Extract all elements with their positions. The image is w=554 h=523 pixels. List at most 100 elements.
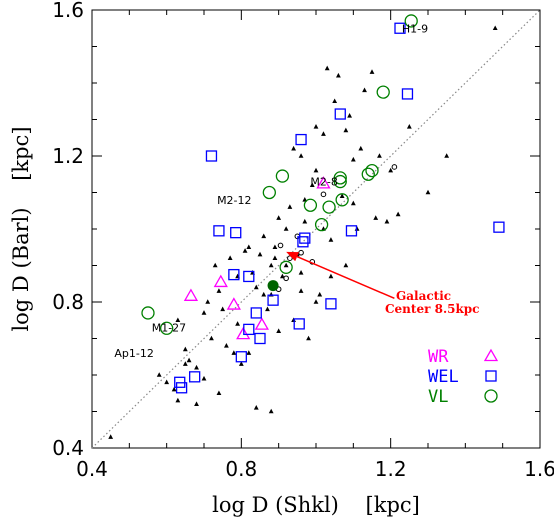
other-point <box>283 262 289 268</box>
other-point <box>175 397 181 403</box>
y-tick-label: 1.2 <box>52 144 84 168</box>
other-point <box>324 65 330 71</box>
axis-ticks <box>91 9 541 449</box>
wel-point <box>401 88 414 100</box>
other-point <box>373 215 379 220</box>
other-point <box>298 153 304 158</box>
wel-point <box>230 226 242 239</box>
other-point <box>201 375 207 381</box>
wel-point <box>175 382 188 394</box>
other-point <box>298 288 304 293</box>
data-points <box>108 14 505 439</box>
x-axis-title: log D (Shkl) [kpc] <box>212 493 420 517</box>
other-point <box>395 211 401 217</box>
other-point <box>276 328 282 333</box>
wel-point <box>243 323 255 336</box>
y-tick-label: 1.6 <box>52 0 84 22</box>
wel-point <box>293 318 305 330</box>
other-point <box>216 390 222 396</box>
x-tick-label: 0.8 <box>225 457 257 481</box>
wr-point <box>236 326 251 340</box>
other-point <box>182 361 188 366</box>
other-point <box>224 343 229 348</box>
other-point <box>171 386 177 392</box>
other-point <box>227 255 233 260</box>
other-point <box>268 408 274 414</box>
wr-point <box>254 317 269 330</box>
wel-point <box>243 270 255 283</box>
other-point <box>388 167 394 173</box>
other-point <box>313 299 319 304</box>
wel-point <box>345 225 358 237</box>
wel-point <box>213 225 225 237</box>
galactic-center-label: Center 8.5kpc <box>385 302 479 316</box>
x-tick-label: 1.6 <box>524 457 554 481</box>
small-circle-point <box>277 242 284 249</box>
other-point <box>369 69 375 74</box>
wel-point <box>394 22 406 34</box>
wel-point <box>189 371 201 383</box>
other-point <box>261 291 267 297</box>
other-point <box>343 262 349 268</box>
other-point <box>268 262 274 268</box>
other-point <box>220 306 226 312</box>
wel-point <box>297 236 309 248</box>
small-circle-point <box>298 249 304 256</box>
vl-point <box>262 185 276 200</box>
other-point <box>216 288 222 293</box>
point-label: M2-8 <box>310 176 337 189</box>
point-label: M1-27 <box>152 322 186 335</box>
vl-point <box>376 85 390 99</box>
other-point <box>231 350 237 355</box>
vl-point <box>141 306 155 320</box>
y-tick-labels: 0.4 0.8 1.2 1.6 <box>52 0 84 460</box>
vl-point <box>275 169 290 183</box>
galactic-center-point <box>267 280 279 292</box>
other-point <box>205 299 211 304</box>
other-point <box>358 145 364 151</box>
wel-point <box>493 221 505 233</box>
other-point <box>306 335 311 341</box>
legend-label: WR <box>428 347 449 367</box>
other-point <box>253 405 259 410</box>
other-point <box>186 357 192 363</box>
wel-point <box>267 294 279 306</box>
other-point <box>377 153 382 158</box>
other-point <box>272 244 278 250</box>
other-point <box>384 218 390 224</box>
other-point <box>261 233 267 239</box>
other-point <box>291 145 296 151</box>
legend-marker <box>484 389 498 403</box>
wel-point <box>235 351 247 363</box>
vl-point <box>333 171 347 185</box>
other-point <box>444 153 450 158</box>
wel-point <box>205 150 218 162</box>
small-circle-point <box>320 191 327 198</box>
x-tick-label: 0.4 <box>76 457 108 481</box>
vl-point <box>314 217 329 232</box>
other-point <box>298 270 304 275</box>
wr-point <box>316 176 331 189</box>
other-point <box>108 434 114 439</box>
other-point <box>276 215 282 220</box>
vl-point <box>361 167 375 181</box>
wel-point <box>295 133 307 146</box>
other-point <box>328 237 334 242</box>
vl-point <box>322 200 336 214</box>
other-point <box>283 226 289 231</box>
point-label: H1-9 <box>402 22 428 35</box>
other-point <box>406 124 412 129</box>
other-point <box>350 200 356 206</box>
vl-point <box>404 14 418 28</box>
other-point <box>309 182 315 187</box>
other-point <box>362 87 367 93</box>
galactic-center-label: Galactic <box>396 289 451 303</box>
other-point <box>343 127 349 133</box>
wel-point <box>299 232 311 244</box>
point-label: Ap1-12 <box>114 347 153 360</box>
other-point <box>492 25 498 31</box>
y-axis-title: log D (Barl) [kpc] <box>9 126 33 331</box>
other-point <box>425 189 431 195</box>
other-point <box>253 284 259 290</box>
